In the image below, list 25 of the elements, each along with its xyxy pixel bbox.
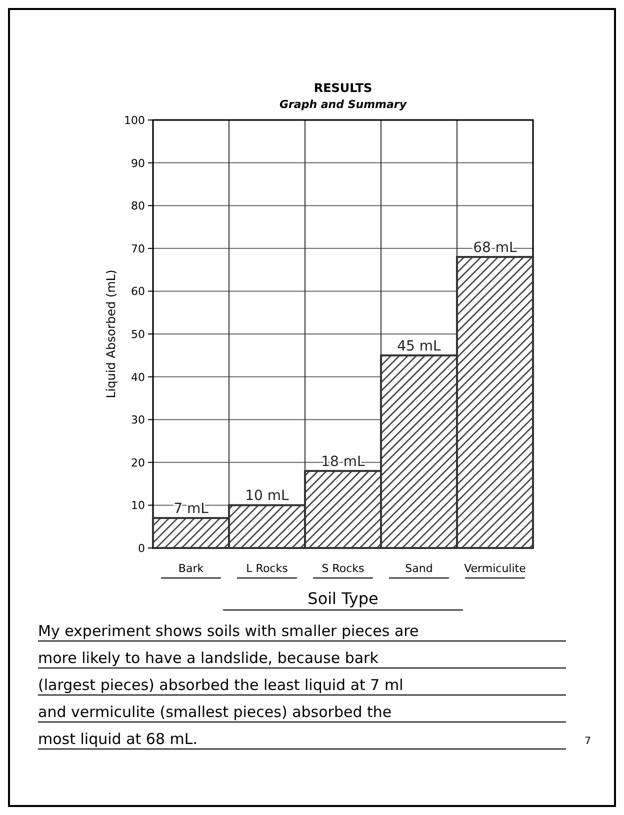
y-tick-label: 100 — [124, 114, 145, 127]
y-tick-label: 60 — [131, 285, 145, 298]
x-tick-label: Bark — [178, 562, 204, 575]
x-tick-label: Vermiculite — [464, 562, 526, 575]
y-tick-label: 30 — [131, 414, 145, 427]
data-label: 7 mL — [174, 501, 209, 518]
y-tick-label: 20 — [131, 456, 145, 470]
x-axis-title: Soil Type — [308, 589, 378, 608]
y-tick-label: 80 — [131, 200, 145, 213]
y-tick-label: 90 — [131, 156, 145, 170]
y-tick-label: 0 — [138, 542, 145, 555]
data-label: 10 mL — [245, 488, 290, 504]
chart-subtitle: Graph and Summary — [279, 98, 408, 111]
y-axis-title: Liquid Absorbed (mL) — [104, 270, 118, 398]
y-tick-label: 10 — [131, 499, 145, 512]
text: My experiment shows soils with smaller pieces are more likely to have a landslide, because bark (largest pieces) absorbed the least liquid at 7 ml and vermiculite (smallest pieces) absorbed the most liquid at 68 mL. — [38, 622, 419, 748]
data-label: 45 mL — [397, 338, 442, 354]
text: 7 — [584, 736, 591, 747]
y-tick-label: 40 — [131, 370, 145, 384]
x-tick-label: L Rocks — [246, 562, 288, 575]
x-tick-label: S Rocks — [322, 562, 365, 575]
y-tick-label: 50 — [131, 328, 145, 341]
chart-title: RESULTS — [314, 81, 372, 95]
x-tick-label: Sand — [405, 562, 433, 575]
y-tick-label: 70 — [131, 242, 145, 256]
